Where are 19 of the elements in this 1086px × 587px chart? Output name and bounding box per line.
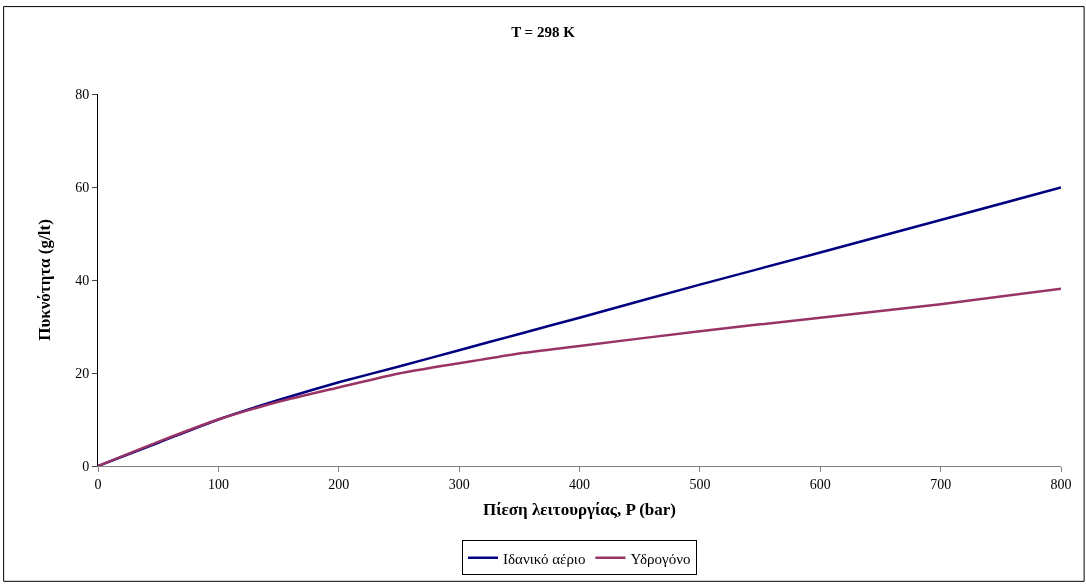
x-tick-label: 400 [569, 476, 590, 492]
y-axis-title: Πυκνότητα (g/lt) [34, 219, 54, 341]
legend-label: Υδρογόνο [630, 550, 691, 567]
x-tick-label: 800 [1050, 476, 1072, 492]
x-tick-label: 200 [328, 476, 350, 492]
legend-label: Ιδανικό αέριο [503, 550, 586, 567]
x-axis-title: Πίεση λειτουργίας, P (bar) [483, 500, 676, 520]
x-tick-label: 500 [689, 476, 711, 492]
chart-title: T = 298 K [511, 23, 576, 40]
x-tick-label: 100 [207, 476, 229, 492]
y-tick-label: 80 [75, 86, 90, 102]
x-tick-label: 600 [809, 476, 831, 492]
y-tick-label: 60 [75, 179, 90, 195]
x-tick-label: 0 [94, 476, 102, 492]
x-tick-label: 700 [930, 476, 952, 492]
x-tick-label: 300 [448, 476, 470, 492]
y-tick-label: 20 [75, 365, 90, 381]
y-tick-label: 0 [82, 458, 90, 474]
y-tick-label: 40 [75, 272, 90, 288]
